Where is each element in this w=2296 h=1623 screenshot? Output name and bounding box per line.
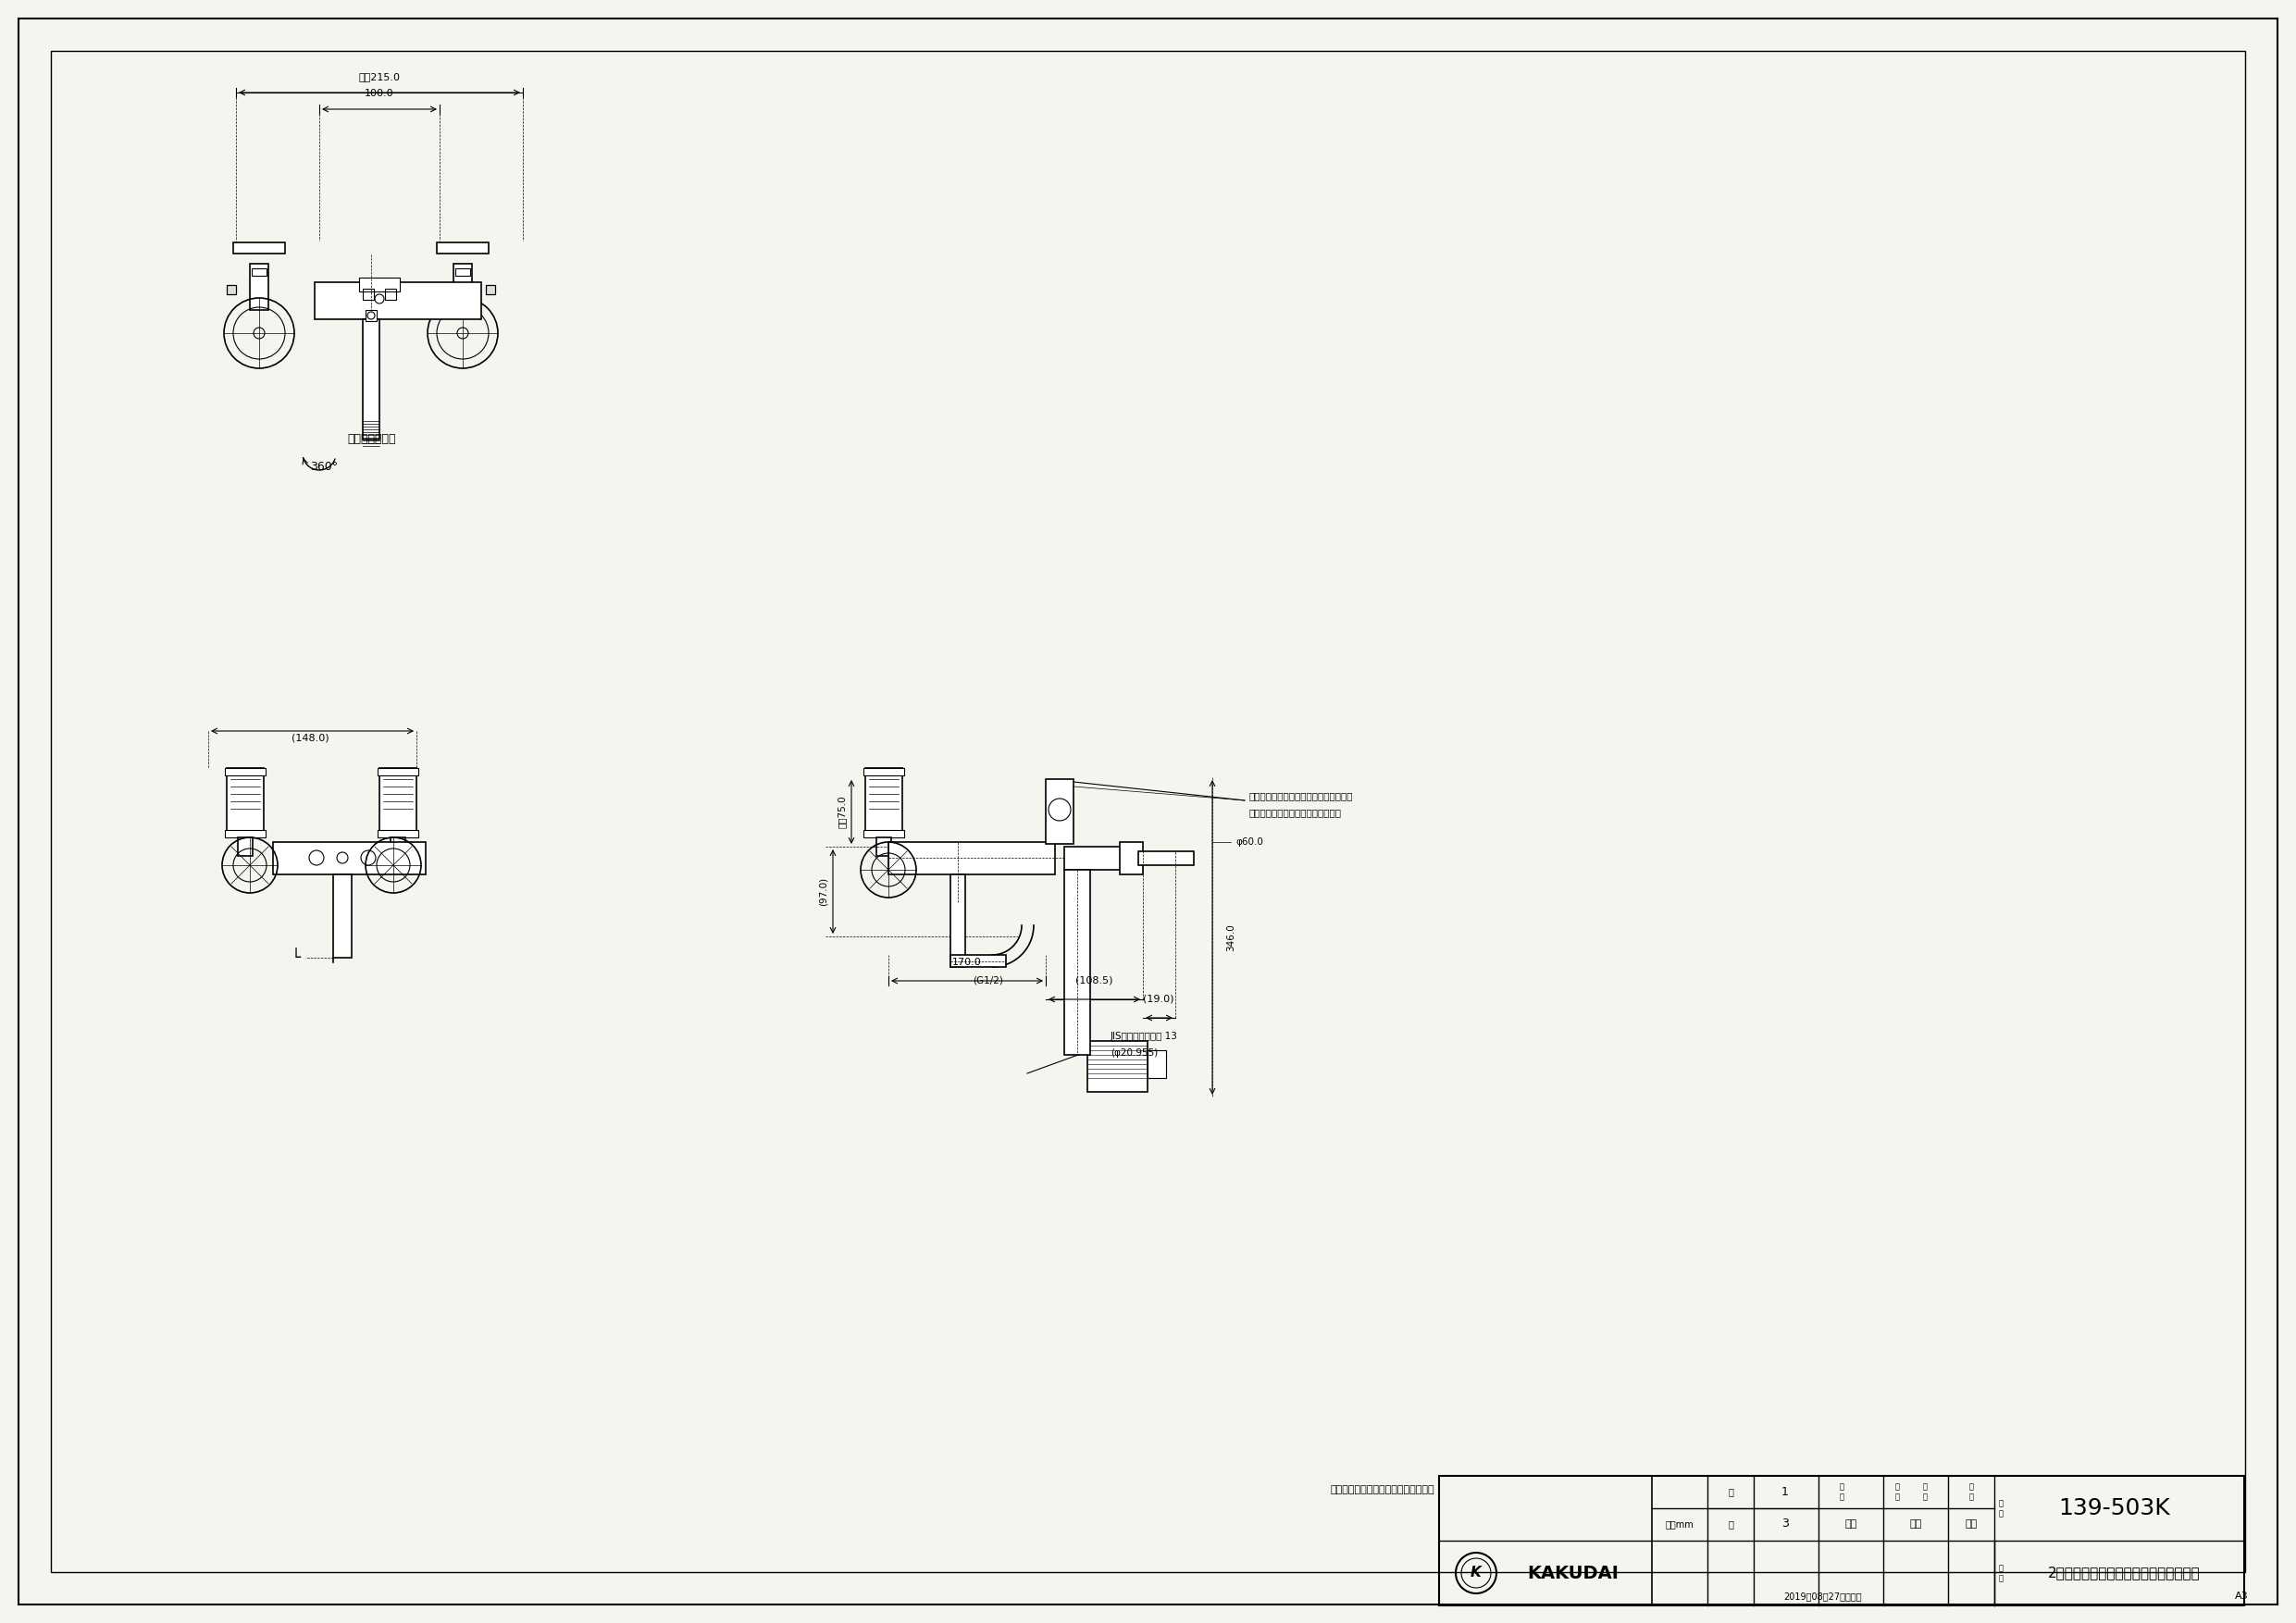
Bar (866, 768, 902, 837)
Text: (19.0): (19.0) (1143, 995, 1173, 1005)
Text: └: └ (292, 949, 301, 966)
Bar (253, 268, 266, 276)
Text: JIS給水栓取付ねじ 13: JIS給水栓取付ねじ 13 (1111, 1032, 1178, 1040)
Bar (227, 286, 236, 294)
Bar (377, 829, 418, 837)
Bar (333, 875, 351, 958)
Text: A3: A3 (2236, 1592, 2248, 1600)
Bar (863, 768, 905, 776)
Text: 品
番: 品 番 (1998, 1500, 2002, 1518)
Text: φ60.0: φ60.0 (1235, 837, 1263, 847)
Bar (1440, 1475, 2243, 1605)
Text: 承
認: 承 認 (1970, 1482, 1975, 1501)
Text: 最大75.0: 最大75.0 (838, 795, 847, 828)
Text: 346.0: 346.0 (1226, 923, 1235, 951)
Text: (148.0): (148.0) (292, 734, 328, 742)
Text: KAKUDAI: KAKUDAI (1527, 1565, 1619, 1582)
Bar (1045, 779, 1075, 844)
Text: 最大215.0: 最大215.0 (358, 71, 400, 81)
Text: 吐水口回転角度: 吐水口回転角度 (347, 433, 395, 446)
Bar (863, 829, 905, 837)
Bar (377, 768, 418, 776)
Bar (455, 268, 471, 276)
Bar (487, 286, 496, 294)
Bar (877, 837, 891, 855)
Bar (227, 286, 236, 294)
Text: 検
図: 検 図 (1922, 1482, 1926, 1501)
Text: 2ハンドルシャワー混合栓（一時止水）: 2ハンドルシャワー混合栓（一時止水） (2048, 1566, 2200, 1579)
Text: (108.5): (108.5) (1075, 975, 1114, 985)
Bar (379, 768, 416, 837)
Bar (1139, 852, 1194, 865)
Text: この部分にシャワセットを取付けます。: この部分にシャワセットを取付けます。 (1249, 790, 1352, 800)
Bar (1065, 847, 1139, 870)
Text: 寒川: 寒川 (1910, 1519, 1922, 1529)
Text: 100.0: 100.0 (365, 89, 395, 97)
Bar (889, 842, 1054, 875)
Bar (1120, 842, 1143, 875)
Bar (386, 289, 397, 300)
Bar (951, 875, 964, 967)
Bar (365, 310, 377, 321)
Bar (227, 768, 264, 837)
Bar (487, 286, 496, 294)
Text: (97.0): (97.0) (820, 876, 829, 906)
Bar (1065, 870, 1091, 1055)
Bar (239, 837, 253, 855)
Text: 3: 3 (1782, 1518, 1789, 1530)
Bar (1088, 1040, 1148, 1092)
Text: 360°: 360° (310, 461, 338, 474)
Bar (315, 282, 482, 320)
Text: 139-503K: 139-503K (2060, 1496, 2170, 1519)
Text: 1: 1 (1782, 1485, 1789, 1498)
Text: (G1/2): (G1/2) (974, 975, 1003, 985)
Text: 170.0: 170.0 (953, 958, 983, 967)
Bar (225, 768, 266, 776)
Bar (390, 837, 406, 855)
Text: 製
図: 製 図 (1839, 1482, 1844, 1501)
Text: 品
名: 品 名 (1998, 1563, 2002, 1582)
Bar (363, 289, 374, 300)
Text: 遠藤: 遠藤 (1844, 1519, 1857, 1529)
Bar (436, 242, 489, 253)
Text: （シャワセットは別付図面参照。）: （シャワセットは別付図面参照。） (1249, 808, 1341, 816)
Text: 注：（　）内寸法は参考寸法である。: 注：（ ）内寸法は参考寸法である。 (1329, 1485, 1435, 1495)
Text: 2019年08月27日　作成: 2019年08月27日 作成 (1784, 1592, 1862, 1600)
Bar (455, 263, 473, 310)
Bar (951, 954, 1006, 967)
Text: 尺: 尺 (1729, 1487, 1733, 1496)
Text: 度: 度 (1729, 1519, 1733, 1529)
Text: 単位mm: 単位mm (1665, 1519, 1694, 1529)
Bar (1148, 1050, 1166, 1078)
Bar (363, 320, 379, 440)
Bar (250, 263, 269, 310)
Text: 中嶋: 中嶋 (1965, 1519, 1977, 1529)
Bar (358, 278, 400, 292)
Text: (φ20.955): (φ20.955) (1111, 1048, 1157, 1058)
Bar (234, 242, 285, 253)
Text: K: K (1469, 1566, 1481, 1579)
Bar (273, 842, 425, 875)
Text: 検
図: 検 図 (1894, 1482, 1899, 1501)
Bar (225, 829, 266, 837)
